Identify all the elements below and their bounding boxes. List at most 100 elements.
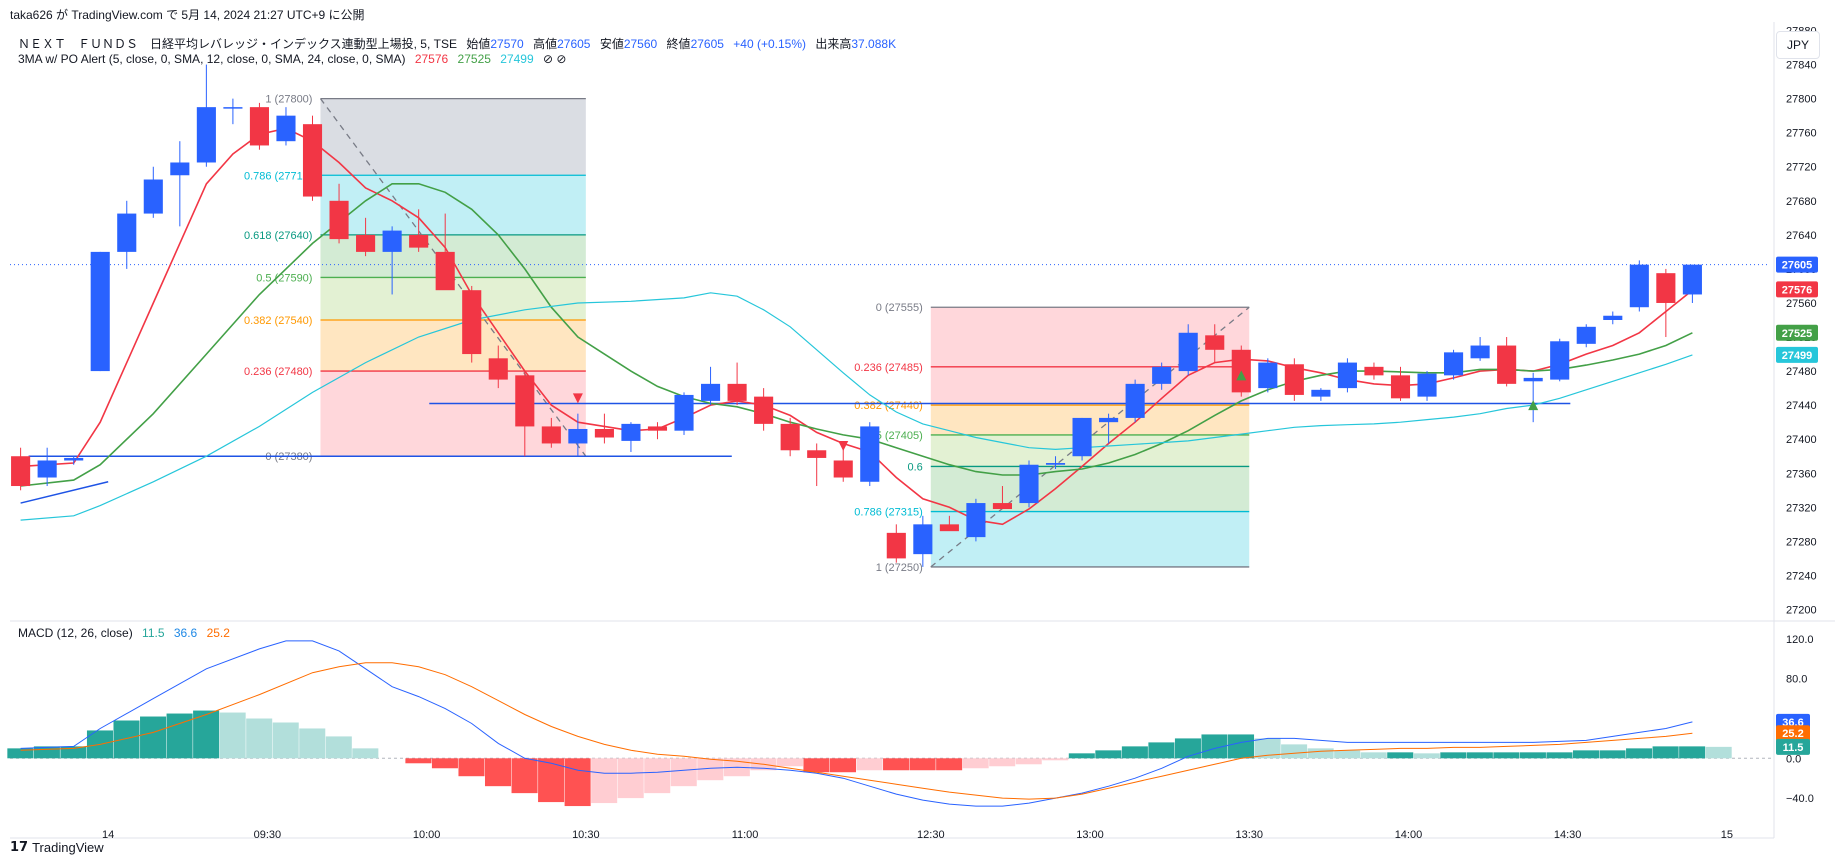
macd-hist-bar xyxy=(617,758,644,799)
candle xyxy=(1497,337,1517,387)
candle-body xyxy=(409,234,429,248)
macd-hist-bar xyxy=(1281,744,1308,759)
macd-y-tick-label: 0.0 xyxy=(1786,753,1801,765)
candle xyxy=(833,447,853,482)
y-tick-label: 27560 xyxy=(1786,298,1817,310)
candle xyxy=(462,285,482,363)
fib-level-label: 0.6 xyxy=(908,461,923,473)
candle-body xyxy=(1390,375,1411,399)
price-axis-tag-text: 27576 xyxy=(1782,284,1813,296)
open-value: 27570 xyxy=(490,37,524,51)
x-tick-label: 11:00 xyxy=(732,829,759,841)
candle-body xyxy=(196,107,216,163)
x-tick-label: 09:30 xyxy=(254,829,282,841)
candle-body xyxy=(621,423,641,441)
candle xyxy=(1470,337,1490,361)
macd-hist-bar xyxy=(325,736,352,759)
y-tick-label: 27840 xyxy=(1786,60,1817,72)
candle xyxy=(302,115,323,201)
fib-level-label: 0.5 (27405) xyxy=(867,430,923,442)
candle-body xyxy=(382,230,402,252)
y-tick-label: 27480 xyxy=(1786,366,1817,378)
candle xyxy=(117,200,137,269)
candle-body xyxy=(462,290,482,355)
candle xyxy=(37,447,57,487)
macd-hist-bar xyxy=(246,718,273,759)
candle-body xyxy=(541,426,561,444)
macd-hist-bar xyxy=(1413,753,1440,759)
macd-hist-bar xyxy=(140,716,167,759)
fib-level-label: 0.382 (27440) xyxy=(854,400,923,412)
macd-axis-tag-text: 11.5 xyxy=(1783,742,1804,754)
candle-body xyxy=(37,460,57,478)
macd-hist-bar xyxy=(511,758,538,794)
macd-legend[interactable]: MACD (12, 26, close) 11.5 36.6 25.2 xyxy=(18,626,230,640)
candle-body xyxy=(886,532,906,559)
candle-body xyxy=(833,460,853,478)
close-label: 終値 xyxy=(666,37,691,51)
macd-hist-bar xyxy=(1360,752,1387,759)
macd-hist-bar xyxy=(1626,748,1653,759)
candle-body xyxy=(1364,366,1384,376)
macd-hist-bar xyxy=(405,758,432,764)
candle-body xyxy=(674,394,694,431)
y-tick-label: 27280 xyxy=(1786,536,1817,548)
candle xyxy=(515,371,535,457)
candle-body xyxy=(992,503,1013,510)
candle xyxy=(196,64,216,167)
macd-hist-bar xyxy=(1148,742,1175,759)
ma-line-ma24 xyxy=(20,292,1693,521)
candle-body xyxy=(435,251,455,291)
candle xyxy=(1337,358,1357,393)
candle xyxy=(329,183,349,244)
open-label: 始値 xyxy=(466,37,491,51)
macd-axis-tag-text: 25.2 xyxy=(1782,728,1803,740)
candle xyxy=(1629,260,1649,312)
macd-hist-bar xyxy=(829,758,857,773)
tradingview-logo[interactable]: 𝟭𝟳 TradingView xyxy=(10,840,104,855)
candle-body xyxy=(11,456,31,487)
candle-body xyxy=(249,107,269,146)
price-axis-tag-text: 27525 xyxy=(1782,328,1813,340)
fib-level-label: 0.236 (27480) xyxy=(244,366,313,378)
indicator-label: 3MA w/ PO Alert (5, close, 0, SMA, 12, c… xyxy=(18,52,406,66)
candle-body xyxy=(1258,362,1278,389)
candle xyxy=(1284,358,1304,401)
macd-line-value: 36.6 xyxy=(173,626,198,640)
y-tick-label: 27440 xyxy=(1786,400,1817,412)
candle-body xyxy=(329,200,349,240)
candle-body xyxy=(488,358,508,380)
indicator-legend[interactable]: 3MA w/ PO Alert (5, close, 0, SMA, 12, c… xyxy=(18,52,566,66)
candle xyxy=(1019,460,1039,508)
candle xyxy=(1603,311,1623,325)
candle xyxy=(727,362,747,406)
macd-hist-bar xyxy=(33,746,60,759)
volume-value: 37.088K xyxy=(851,37,897,51)
x-tick-label: 14:00 xyxy=(1395,829,1423,841)
candle xyxy=(64,456,84,465)
fib-level-label: 0.382 (27540) xyxy=(244,315,313,327)
candle xyxy=(1390,366,1411,401)
fib-level-label: 1 (27250) xyxy=(876,562,923,574)
fib-level-label: 0.786 (27315) xyxy=(854,507,923,519)
x-tick-label: 14 xyxy=(102,829,114,841)
fib-zone xyxy=(320,320,586,372)
candle xyxy=(913,515,933,567)
candle xyxy=(90,251,110,372)
currency-button[interactable]: JPY xyxy=(1776,31,1820,59)
candle xyxy=(1311,388,1331,401)
macd-hist-bar xyxy=(1254,738,1281,759)
x-tick-label: 13:00 xyxy=(1076,829,1104,841)
candle xyxy=(276,107,296,146)
macd-hist-bar xyxy=(299,728,326,759)
macd-hist-bar xyxy=(564,758,591,807)
price-axis-tag xyxy=(1776,346,1818,363)
macd-hist-bar xyxy=(776,758,803,767)
macd-hist-bar xyxy=(962,758,989,769)
macd-y-tick-label: −40.0 xyxy=(1786,793,1814,805)
visibility-icons[interactable]: ⊘ ⊘ xyxy=(542,52,567,66)
candle-body xyxy=(1178,332,1198,372)
macd-hist-bar xyxy=(7,748,34,759)
high-value: 27605 xyxy=(557,37,591,51)
